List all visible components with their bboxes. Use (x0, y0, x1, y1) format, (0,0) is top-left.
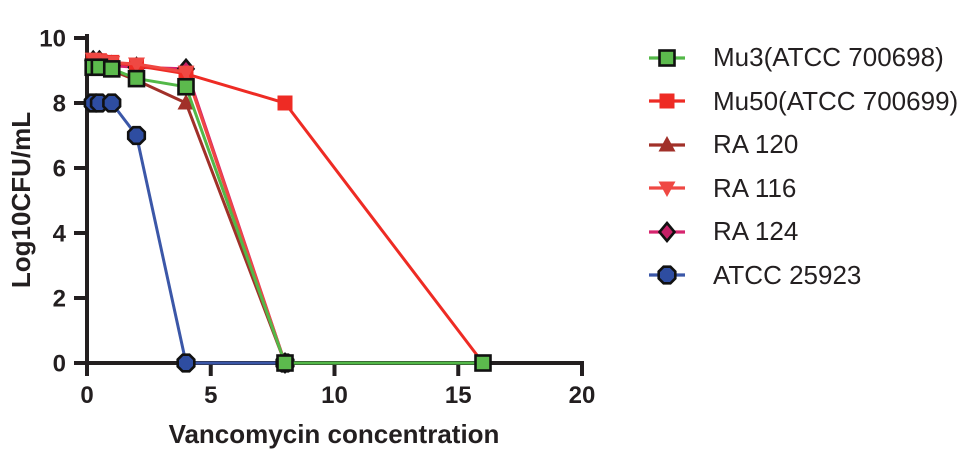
series-layer (83, 49, 492, 375)
legend: Mu3(ATCC 700698) Mu50(ATCC 700699) RA 120 R… (648, 36, 958, 297)
mu3-atcc-700698-legend-marker-icon (649, 48, 685, 67)
x-tick-label-0: 0 (80, 382, 93, 409)
atcc-25923-data-point (126, 125, 147, 146)
ra-124-legend-marker-icon (649, 220, 685, 243)
mu3-atcc-700698-data-point (177, 77, 195, 96)
axes: 0 5 10 15 20 0 2 4 6 8 10 (39, 26, 595, 410)
y-tick-label-8: 8 (53, 91, 66, 118)
mu3-atcc-700698-data-point (474, 354, 492, 372)
y-tick-label-4: 4 (53, 221, 67, 248)
y-axis-label: Log10CFU/mL (6, 112, 36, 288)
y-tick-label-10: 10 (39, 26, 66, 53)
legend-item-ra-116: RA 116 (648, 167, 958, 211)
series-mu50-atcc-700699 (85, 53, 491, 371)
series-atcc-25923 (83, 93, 295, 373)
atcc-25923-data-point (102, 93, 122, 113)
ra-116-data-point (177, 65, 195, 82)
x-tick-label-10: 10 (321, 382, 348, 409)
mu3-atcc-700698-data-point (276, 354, 294, 372)
legend-item-atcc-25923: ATCC 25923 (648, 254, 958, 298)
atcc-25923-legend-marker-icon (649, 265, 685, 285)
ra-116-legend-marker-icon (649, 181, 685, 198)
mu3-atcc-700698-data-point (102, 60, 121, 78)
x-tick-label-15: 15 (445, 382, 472, 409)
y-tick-label-2: 2 (53, 286, 66, 313)
mu3-atcc-700698-data-point (127, 69, 146, 88)
ra-120-data-point (177, 94, 195, 110)
legend-item-mu50-atcc-700699: Mu50(ATCC 700699) (648, 80, 958, 124)
x-tick-label-20: 20 (569, 382, 596, 409)
legend-item-mu3-atcc-700698: Mu3(ATCC 700698) (648, 36, 958, 80)
mu50-atcc-700699-data-point (277, 95, 293, 111)
y-tick-label-6: 6 (53, 156, 66, 183)
series-mu3-atcc-700698 (84, 58, 492, 372)
legend-item-ra-124: RA 124 (648, 210, 958, 254)
ra-120-legend-marker-icon (649, 135, 685, 152)
legend-label: ATCC 25923 (713, 259, 862, 290)
y-tick-label-0: 0 (53, 351, 66, 378)
legend-label: RA 116 (713, 172, 797, 203)
mu50-atcc-700699-legend-marker-icon (649, 93, 685, 109)
atcc-25923-data-point (176, 353, 196, 373)
legend-item-ra-120: RA 120 (648, 123, 958, 167)
legend-label: Mu50(ATCC 700699) (713, 85, 959, 116)
x-tick-label-5: 5 (204, 382, 217, 409)
legend-label: Mu3(ATCC 700698) (713, 42, 944, 73)
legend-label: RA 124 (713, 216, 799, 247)
x-axis-label: Vancomycin concentration (169, 419, 500, 449)
ra-116-data-point (128, 57, 145, 73)
legend-label: RA 120 (713, 129, 799, 160)
